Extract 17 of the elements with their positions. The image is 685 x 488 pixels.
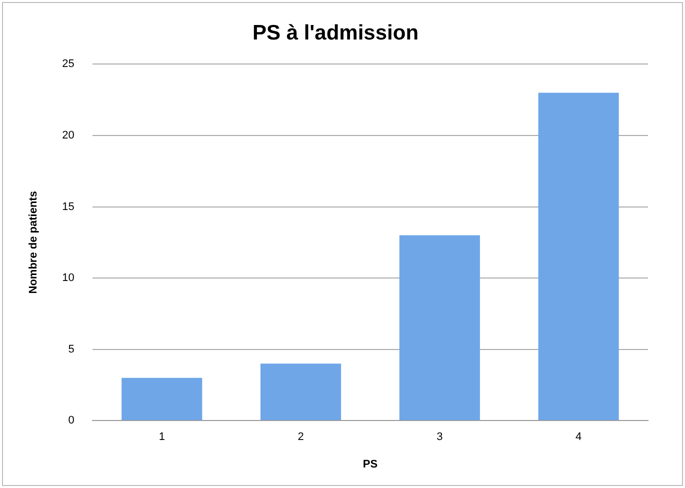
bar — [122, 378, 202, 420]
y-tick-label: 20 — [62, 130, 74, 142]
y-tick-label: 25 — [62, 58, 74, 70]
x-tick-label: 3 — [436, 431, 443, 444]
y-tick-label: 5 — [68, 343, 74, 356]
y-tick-label: 10 — [62, 272, 74, 284]
x-tick-label: 4 — [575, 431, 582, 444]
y-tick-label: 15 — [62, 200, 74, 213]
x-tick-label: 1 — [158, 431, 165, 444]
chart-title: PS à l'admission — [252, 21, 419, 44]
y-axis-title: Nombre de patients — [28, 191, 40, 294]
bar — [260, 364, 342, 420]
x-tick-label: 2 — [298, 431, 304, 444]
bar — [538, 92, 619, 420]
bar — [399, 235, 480, 420]
x-axis-title: PS — [362, 458, 378, 470]
y-tick-label: 0 — [68, 414, 74, 427]
